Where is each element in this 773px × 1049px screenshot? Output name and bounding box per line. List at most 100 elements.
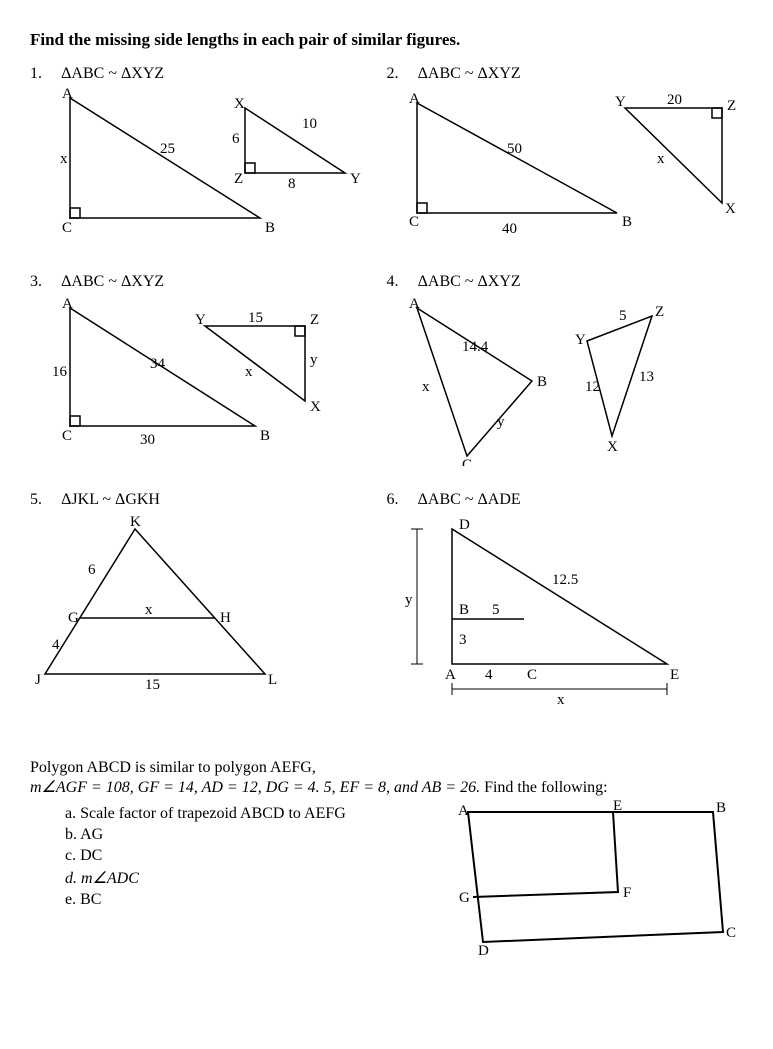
svg-text:C: C	[462, 457, 472, 466]
svg-text:A: A	[409, 91, 420, 107]
polygon-problem: Polygon ABCD is similar to polygon AEFG,…	[30, 759, 743, 797]
polygon-line2-tail: Find the following:	[480, 779, 608, 796]
svg-text:Y: Y	[575, 332, 586, 348]
p2-figure: A C B 50 40 Y Z X 20 x	[387, 88, 747, 248]
svg-text:G: G	[68, 610, 79, 626]
svg-text:Y: Y	[615, 94, 626, 110]
p6-figure: D B A C E y 12.5 5 3 4 x	[387, 514, 727, 714]
svg-text:20: 20	[667, 92, 682, 108]
polygon-q-c: c. DC	[65, 847, 443, 865]
svg-text:A: A	[458, 803, 469, 819]
problem-2: 2. ΔABC ~ ΔXYZ A C B 50 40 Y Z X 20 x	[387, 65, 744, 248]
svg-text:X: X	[607, 439, 618, 455]
svg-text:30: 30	[140, 432, 155, 448]
polygon-q-e: e. BC	[65, 891, 443, 909]
p1-figure: A C B x 25 X Z Y 6 8 10	[30, 88, 370, 248]
svg-text:34: 34	[150, 356, 166, 372]
p2-number: 2.	[387, 65, 415, 83]
svg-text:y: y	[310, 352, 318, 368]
problem-5: 5. ΔJKL ~ ΔGKH K J L G H 6 4 x 15	[30, 491, 387, 714]
svg-text:J: J	[35, 672, 41, 688]
svg-text:A: A	[445, 667, 456, 683]
svg-text:x: x	[657, 151, 665, 167]
problems-grid: 1. ΔABC ~ ΔXYZ A C B x 25 X Z Y 6 8 10 2…	[30, 65, 743, 739]
svg-text:B: B	[622, 214, 632, 230]
problem-3: 3. ΔABC ~ ΔXYZ A C B 16 34 30 Y Z X 15 y…	[30, 273, 387, 466]
svg-text:10: 10	[302, 116, 317, 132]
p4-similarity: ΔABC ~ ΔXYZ	[418, 273, 521, 290]
p3-similarity: ΔABC ~ ΔXYZ	[61, 273, 164, 290]
p1-similarity: ΔABC ~ ΔXYZ	[61, 65, 164, 82]
p4-number: 4.	[387, 273, 415, 291]
svg-text:25: 25	[160, 141, 175, 157]
svg-text:Y: Y	[195, 312, 206, 328]
svg-text:A: A	[409, 296, 420, 312]
svg-text:x: x	[422, 379, 430, 395]
svg-text:D: D	[459, 517, 470, 533]
svg-text:6: 6	[232, 131, 240, 147]
svg-text:12.5: 12.5	[552, 572, 578, 588]
polygon-diagram: A B C D E F G	[443, 797, 743, 957]
polygon-line2-math: m∠AGF = 108, GF = 14, AD = 12, DG = 4. 5…	[30, 779, 480, 796]
svg-text:B: B	[260, 428, 270, 444]
polygon-q-d: d. m∠ADC	[65, 868, 443, 888]
svg-text:13: 13	[639, 369, 654, 385]
svg-text:Y: Y	[350, 171, 361, 187]
p6-number: 6.	[387, 491, 415, 509]
svg-text:A: A	[62, 88, 73, 102]
svg-text:E: E	[670, 667, 679, 683]
p6-similarity: ΔABC ~ ΔADE	[418, 491, 521, 508]
svg-text:Z: Z	[310, 312, 319, 328]
svg-text:C: C	[62, 220, 72, 236]
svg-text:4: 4	[485, 667, 493, 683]
svg-text:15: 15	[248, 310, 263, 326]
p5-similarity: ΔJKL ~ ΔGKH	[61, 491, 160, 508]
svg-text:E: E	[613, 798, 622, 814]
svg-text:12: 12	[585, 379, 600, 395]
svg-text:5: 5	[492, 602, 500, 618]
page-title: Find the missing side lengths in each pa…	[30, 30, 743, 50]
svg-text:B: B	[537, 374, 547, 390]
svg-text:B: B	[716, 800, 726, 816]
svg-text:x: x	[245, 364, 253, 380]
polygon-subquestions: a. Scale factor of trapezoid ABCD to AEF…	[65, 805, 443, 912]
svg-text:C: C	[62, 428, 72, 444]
svg-text:6: 6	[88, 562, 96, 578]
svg-text:H: H	[220, 610, 231, 626]
svg-text:C: C	[527, 667, 537, 683]
polygon-q-b: b. AG	[65, 826, 443, 844]
svg-text:F: F	[623, 885, 631, 901]
p3-number: 3.	[30, 273, 58, 291]
svg-text:x: x	[145, 602, 153, 618]
svg-text:15: 15	[145, 677, 160, 689]
svg-text:L: L	[268, 672, 277, 688]
svg-text:X: X	[310, 399, 321, 415]
p5-number: 5.	[30, 491, 58, 509]
svg-text:50: 50	[507, 141, 522, 157]
svg-text:B: B	[459, 602, 469, 618]
svg-text:40: 40	[502, 221, 517, 237]
svg-text:4: 4	[52, 637, 60, 653]
problem-6: 6. ΔABC ~ ΔADE D B A C E y 12.5 5 3 4	[387, 491, 744, 714]
svg-text:A: A	[62, 296, 73, 312]
problem-4: 4. ΔABC ~ ΔXYZ A B C 14.4 x y Z Y X 5 12…	[387, 273, 744, 466]
p1-number: 1.	[30, 65, 58, 83]
p3-figure: A C B 16 34 30 Y Z X 15 y x	[30, 296, 370, 456]
p5-figure: K J L G H 6 4 x 15	[30, 514, 330, 689]
svg-text:Z: Z	[655, 304, 664, 320]
svg-text:x: x	[557, 692, 565, 708]
problem-1: 1. ΔABC ~ ΔXYZ A C B x 25 X Z Y 6 8 10	[30, 65, 387, 248]
svg-text:X: X	[234, 96, 245, 112]
svg-text:y: y	[405, 592, 413, 608]
svg-text:3: 3	[459, 632, 467, 648]
svg-text:B: B	[265, 220, 275, 236]
svg-text:5: 5	[619, 308, 627, 324]
svg-text:y: y	[497, 414, 505, 430]
svg-text:K: K	[130, 514, 141, 530]
svg-text:D: D	[478, 943, 489, 957]
svg-text:14.4: 14.4	[462, 339, 489, 355]
svg-text:Z: Z	[234, 171, 243, 187]
polygon-line1: Polygon ABCD is similar to polygon AEFG,	[30, 759, 743, 777]
svg-text:16: 16	[52, 364, 68, 380]
svg-text:C: C	[726, 925, 736, 941]
